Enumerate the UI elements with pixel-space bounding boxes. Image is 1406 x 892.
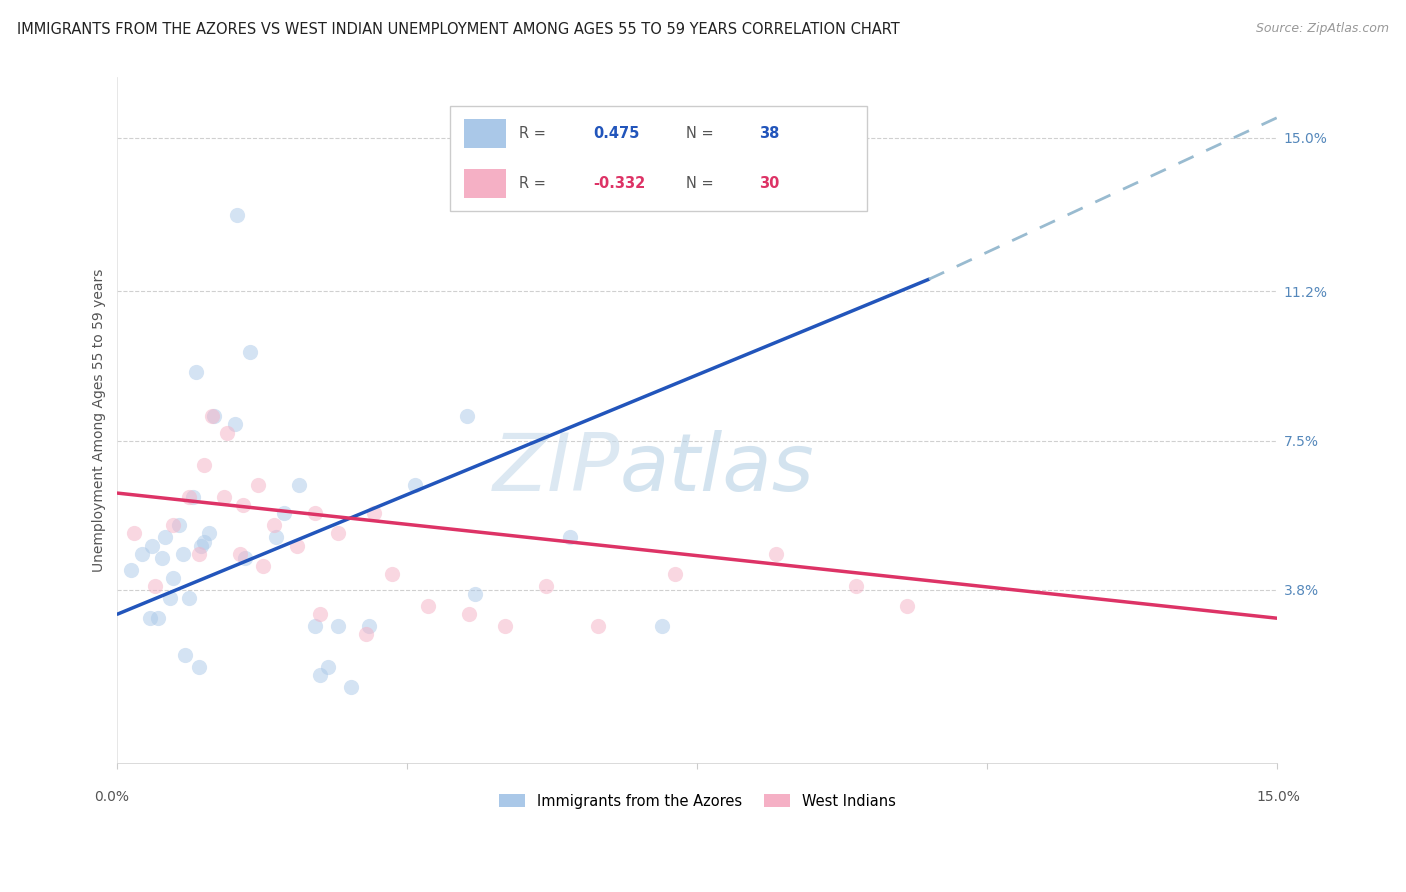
Text: R =: R = bbox=[519, 126, 551, 141]
Point bbox=[381, 566, 404, 581]
Point bbox=[363, 506, 385, 520]
Point bbox=[664, 566, 686, 581]
Text: ZIP: ZIP bbox=[492, 430, 620, 508]
Point bbox=[181, 490, 204, 504]
Text: Source: ZipAtlas.com: Source: ZipAtlas.com bbox=[1256, 22, 1389, 36]
Point bbox=[304, 506, 326, 520]
Point bbox=[765, 547, 787, 561]
Point bbox=[304, 619, 326, 633]
Point bbox=[316, 659, 339, 673]
Point bbox=[186, 365, 208, 379]
Point bbox=[252, 558, 274, 573]
Point bbox=[146, 611, 169, 625]
Point bbox=[197, 526, 219, 541]
Point bbox=[463, 587, 485, 601]
Point bbox=[285, 539, 308, 553]
Point bbox=[456, 409, 478, 424]
Point bbox=[162, 518, 184, 533]
Point bbox=[309, 607, 332, 622]
Point bbox=[150, 550, 173, 565]
Text: N =: N = bbox=[686, 176, 718, 191]
Point bbox=[404, 478, 426, 492]
Point bbox=[120, 563, 142, 577]
Point bbox=[326, 526, 349, 541]
Point bbox=[232, 498, 254, 512]
Point bbox=[172, 547, 194, 561]
Point bbox=[193, 458, 215, 472]
FancyBboxPatch shape bbox=[464, 119, 506, 148]
Text: 0.0%: 0.0% bbox=[94, 790, 129, 805]
Point bbox=[174, 648, 197, 662]
Point bbox=[131, 547, 153, 561]
Text: 30: 30 bbox=[759, 176, 779, 191]
Point bbox=[651, 619, 673, 633]
Point bbox=[177, 490, 200, 504]
Point bbox=[177, 591, 200, 605]
Point bbox=[187, 547, 209, 561]
Text: 15.0%: 15.0% bbox=[1256, 790, 1301, 805]
Point bbox=[558, 531, 581, 545]
Point bbox=[288, 478, 311, 492]
Text: 38: 38 bbox=[759, 126, 779, 141]
Point bbox=[193, 534, 215, 549]
Point bbox=[233, 550, 256, 565]
Point bbox=[212, 490, 235, 504]
Point bbox=[458, 607, 481, 622]
Point bbox=[228, 547, 250, 561]
Point bbox=[536, 579, 558, 593]
Text: N =: N = bbox=[686, 126, 718, 141]
Text: IMMIGRANTS FROM THE AZORES VS WEST INDIAN UNEMPLOYMENT AMONG AGES 55 TO 59 YEARS: IMMIGRANTS FROM THE AZORES VS WEST INDIA… bbox=[17, 22, 900, 37]
Point bbox=[326, 619, 349, 633]
Point bbox=[309, 667, 332, 681]
Point bbox=[340, 680, 363, 694]
Point bbox=[247, 478, 270, 492]
Point bbox=[264, 531, 287, 545]
Point bbox=[357, 619, 380, 633]
Point bbox=[143, 579, 166, 593]
Text: -0.332: -0.332 bbox=[593, 176, 645, 191]
Point bbox=[169, 518, 191, 533]
Text: atlas: atlas bbox=[620, 430, 814, 508]
Point bbox=[273, 506, 295, 520]
Point bbox=[187, 659, 209, 673]
Point bbox=[159, 591, 181, 605]
Point bbox=[141, 539, 163, 553]
Point bbox=[226, 208, 249, 222]
Point bbox=[263, 518, 285, 533]
Point bbox=[845, 579, 868, 593]
Point bbox=[239, 344, 262, 359]
Legend: Immigrants from the Azores, West Indians: Immigrants from the Azores, West Indians bbox=[494, 788, 901, 814]
Point bbox=[139, 611, 162, 625]
FancyBboxPatch shape bbox=[464, 169, 506, 198]
Point bbox=[586, 619, 609, 633]
FancyBboxPatch shape bbox=[450, 105, 868, 211]
Point bbox=[202, 409, 225, 424]
Point bbox=[418, 599, 440, 613]
Point bbox=[155, 531, 177, 545]
Text: 0.475: 0.475 bbox=[593, 126, 640, 141]
Point bbox=[201, 409, 224, 424]
Point bbox=[356, 627, 378, 641]
Point bbox=[224, 417, 246, 432]
Y-axis label: Unemployment Among Ages 55 to 59 years: Unemployment Among Ages 55 to 59 years bbox=[93, 268, 107, 572]
Point bbox=[190, 539, 212, 553]
Point bbox=[494, 619, 516, 633]
Point bbox=[896, 599, 918, 613]
Point bbox=[162, 571, 184, 585]
Point bbox=[217, 425, 239, 440]
Point bbox=[124, 526, 146, 541]
Text: R =: R = bbox=[519, 176, 551, 191]
